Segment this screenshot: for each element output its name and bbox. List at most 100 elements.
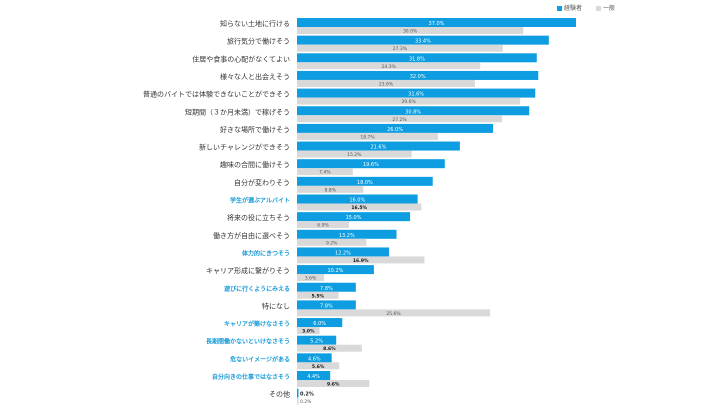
value-label-general: 3.0% <box>302 329 315 335</box>
category-label: 将来の役に立ちそう <box>227 213 290 222</box>
legend-item-general: 一般 <box>596 3 615 12</box>
bar-general <box>297 79 475 87</box>
category-label: 旅行気分で働けそう <box>227 37 290 46</box>
legend-item-experienced: 経験者 <box>557 3 582 12</box>
bar-experienced <box>297 318 343 328</box>
bar-general <box>297 62 481 70</box>
value-label-experienced: 15.0% <box>346 215 362 221</box>
category-label: 危ないイメージがある <box>229 355 290 363</box>
value-label-experienced: 0.2% <box>300 392 314 398</box>
legend-swatch <box>596 6 602 11</box>
bar-experienced <box>297 53 537 63</box>
bar-experienced <box>297 194 418 204</box>
bar-experienced <box>297 176 433 186</box>
bar-experienced <box>297 300 356 310</box>
category-label: 学生が選ぶアルバイト <box>230 197 290 205</box>
bar-experienced <box>297 141 460 151</box>
value-label-experienced: 4.6% <box>308 356 321 362</box>
value-label-experienced: 13.2% <box>339 233 355 239</box>
value-label-general: 9.2% <box>326 240 338 246</box>
value-label-experienced: 5.2% <box>310 339 323 345</box>
value-label-general: 8.8% <box>324 187 336 193</box>
bar-experienced <box>297 88 536 98</box>
bar-general <box>297 291 339 299</box>
bar-experienced <box>297 106 530 116</box>
bar-general <box>297 44 503 52</box>
value-label-general: 25.6% <box>386 311 401 317</box>
category-label: 普通のバイトでは体験できないことができそう <box>143 90 290 99</box>
value-label-experienced: 7.8% <box>320 303 333 309</box>
bar-experienced <box>297 353 332 363</box>
value-label-general: 9.6% <box>327 382 340 388</box>
bar-experienced <box>297 123 494 133</box>
category-label: 自分向きの仕事ではなさそう <box>212 373 290 381</box>
bar-experienced <box>297 159 445 169</box>
value-label-experienced: 10.2% <box>328 268 344 274</box>
bar-experienced <box>297 229 397 239</box>
value-label-experienced: 12.2% <box>335 250 351 256</box>
category-label: 住居や食事の心配がなくてよい <box>192 54 290 63</box>
category-label: 働き方が自由に選べそう <box>213 231 290 240</box>
legend-label: 経験者 <box>564 5 583 12</box>
value-label-experienced: 31.8% <box>409 56 425 62</box>
value-label-experienced: 26.0% <box>387 127 403 133</box>
bar-experienced <box>297 70 539 80</box>
value-label-general: 23.6% <box>379 81 394 87</box>
legend: 経験者 一般 <box>557 3 615 12</box>
bar-general <box>297 203 422 211</box>
bar-experienced <box>297 35 549 45</box>
bar-general <box>297 27 524 34</box>
value-label-general: 27.3% <box>393 46 408 52</box>
legend-label: 一般 <box>603 5 616 12</box>
value-label-general: 5.6% <box>312 364 325 370</box>
bar-general <box>297 97 521 105</box>
value-label-general: 0.2% <box>300 399 312 405</box>
category-label: 長期間働かないといけなさそう <box>206 338 290 346</box>
bar-experienced <box>297 265 374 275</box>
value-label-experienced: 30.8% <box>405 109 421 115</box>
bar-general <box>297 327 320 335</box>
value-label-general: 18.7% <box>360 134 375 140</box>
value-label-general: 3.6% <box>305 276 317 282</box>
value-label-general: 24.3% <box>381 64 396 70</box>
category-label: 様々な人と出会えそう <box>220 72 290 81</box>
value-label-general: 27.2% <box>392 117 407 123</box>
bar-general <box>297 380 370 387</box>
value-label-experienced: 16.0% <box>349 198 365 204</box>
value-label-general: 16.5% <box>351 205 367 211</box>
value-label-experienced: 6.0% <box>313 321 326 327</box>
category-label: その他 <box>269 390 290 399</box>
value-label-experienced: 7.8% <box>320 286 333 292</box>
value-label-general: 5.5% <box>311 293 324 299</box>
value-label-experienced: 33.4% <box>415 39 431 45</box>
value-label-general: 16.9% <box>353 258 369 264</box>
value-label-experienced: 21.6% <box>370 145 386 151</box>
bar-general <box>297 168 353 176</box>
category-label: 新しいチャレンジができそう <box>199 143 290 152</box>
bar-general <box>297 362 340 370</box>
value-label-experienced: 19.6% <box>363 162 379 168</box>
value-label-general: 8.6% <box>323 346 336 352</box>
bar-experienced <box>297 18 576 27</box>
bar-experienced <box>297 282 356 292</box>
category-label: キャリアが築けなさそう <box>224 320 290 328</box>
bar-experienced <box>297 388 299 398</box>
bar-general <box>297 238 367 246</box>
bar-general <box>297 150 412 158</box>
category-label: 短期間（３か月未満）で稼げそう <box>185 107 290 116</box>
value-label-experienced: 32.0% <box>410 74 426 80</box>
category-label: 自分が変わりそう <box>234 178 290 187</box>
bar-general <box>297 256 425 264</box>
category-label: 遊びに行くようにみえる <box>224 285 290 293</box>
bar-general <box>297 274 325 282</box>
value-label-general: 30.0% <box>403 29 418 35</box>
bar-experienced <box>297 335 337 345</box>
value-label-general: 15.2% <box>347 152 362 158</box>
bar-general <box>297 115 503 123</box>
category-label: キャリア形成に繋がりそう <box>206 266 290 275</box>
bar-general <box>297 344 362 352</box>
bar-general <box>297 221 350 229</box>
value-label-experienced: 31.6% <box>408 92 424 98</box>
value-label-general: 7.4% <box>319 170 331 176</box>
